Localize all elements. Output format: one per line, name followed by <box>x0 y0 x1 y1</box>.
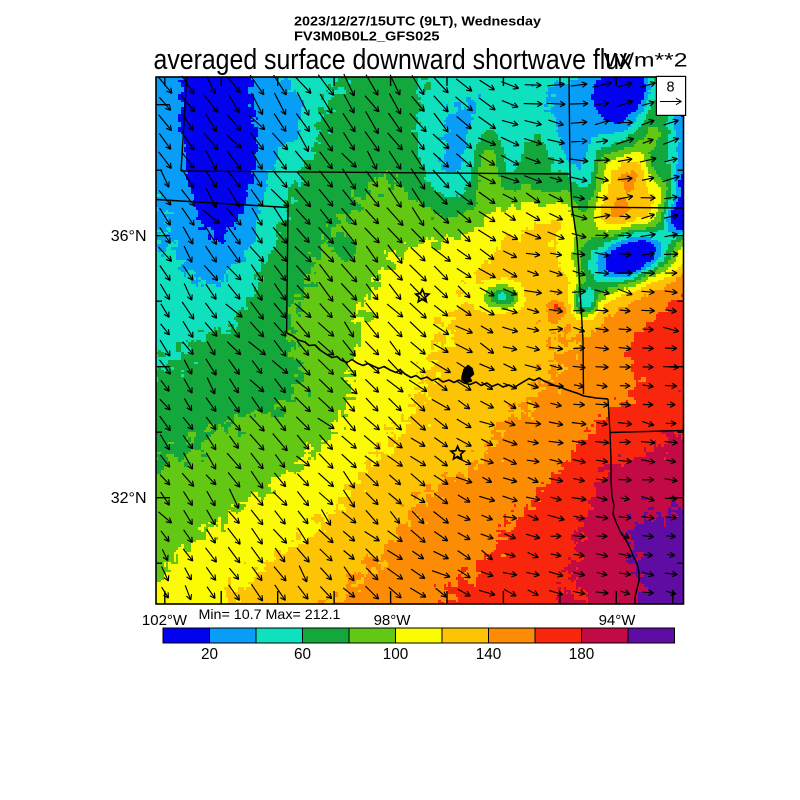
svg-text:98°W: 98°W <box>374 612 412 629</box>
svg-text:2023/12/27/15UTC (9LT), Wednes: 2023/12/27/15UTC (9LT), Wednesday <box>294 14 542 29</box>
svg-text:FV3M0B0L2_GFS025: FV3M0B0L2_GFS025 <box>294 29 440 44</box>
svg-text:36°N: 36°N <box>111 228 147 245</box>
svg-text:8: 8 <box>666 80 674 96</box>
svg-text:60: 60 <box>294 646 311 663</box>
svg-text:averaged surface downward shor: averaged surface downward shortwave flux <box>154 44 632 76</box>
svg-text:102°W: 102°W <box>142 612 188 629</box>
svg-text:180: 180 <box>569 646 595 663</box>
svg-text:94°W: 94°W <box>599 612 637 629</box>
svg-text:20: 20 <box>201 646 218 663</box>
svg-text:140: 140 <box>476 646 502 663</box>
svg-text:32°N: 32°N <box>111 490 147 507</box>
svg-text:Min= 10.7 Max= 212.1: Min= 10.7 Max= 212.1 <box>199 606 341 622</box>
svg-text:100: 100 <box>383 646 409 663</box>
svg-text:W/m**2: W/m**2 <box>604 51 688 72</box>
